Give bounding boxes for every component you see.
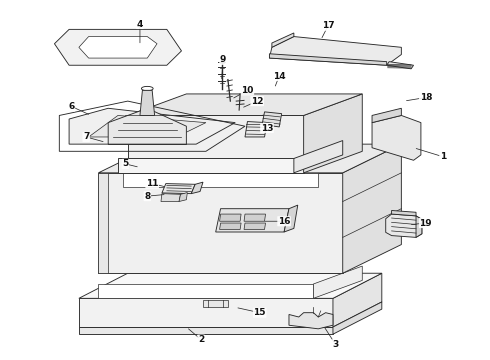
Polygon shape xyxy=(216,209,289,232)
Text: 14: 14 xyxy=(273,72,286,81)
Polygon shape xyxy=(387,62,414,69)
Text: 18: 18 xyxy=(419,93,432,102)
Text: 19: 19 xyxy=(419,219,432,228)
Polygon shape xyxy=(79,327,333,334)
Polygon shape xyxy=(140,90,155,116)
Polygon shape xyxy=(272,33,294,47)
Polygon shape xyxy=(386,214,422,237)
Text: 4: 4 xyxy=(137,19,143,28)
Polygon shape xyxy=(98,284,314,298)
Polygon shape xyxy=(294,140,343,173)
Text: 11: 11 xyxy=(146,179,158,188)
Polygon shape xyxy=(179,193,187,202)
Text: 10: 10 xyxy=(241,86,254,95)
Polygon shape xyxy=(333,302,382,334)
Polygon shape xyxy=(98,173,108,273)
Polygon shape xyxy=(314,266,362,298)
Text: 15: 15 xyxy=(253,308,266,317)
Text: 7: 7 xyxy=(83,132,89,141)
Text: 6: 6 xyxy=(69,102,74,111)
Polygon shape xyxy=(203,300,228,307)
Polygon shape xyxy=(128,116,304,173)
Polygon shape xyxy=(79,298,333,327)
Polygon shape xyxy=(372,108,401,123)
Text: 5: 5 xyxy=(122,159,128,168)
Text: 13: 13 xyxy=(261,123,273,132)
Text: 9: 9 xyxy=(220,55,226,64)
Text: 3: 3 xyxy=(332,340,339,349)
Polygon shape xyxy=(161,194,180,202)
Text: 12: 12 xyxy=(251,96,264,105)
Polygon shape xyxy=(162,184,195,194)
Polygon shape xyxy=(220,223,241,229)
Polygon shape xyxy=(304,94,362,173)
Polygon shape xyxy=(54,30,181,65)
Polygon shape xyxy=(89,116,206,137)
Text: 16: 16 xyxy=(278,217,291,226)
Polygon shape xyxy=(245,122,267,137)
Polygon shape xyxy=(220,214,241,221)
Polygon shape xyxy=(416,216,422,237)
Polygon shape xyxy=(98,173,343,273)
Polygon shape xyxy=(98,144,401,173)
Polygon shape xyxy=(333,273,382,327)
Polygon shape xyxy=(128,94,362,116)
Text: 1: 1 xyxy=(440,152,446,161)
Polygon shape xyxy=(270,37,401,65)
Polygon shape xyxy=(289,313,333,329)
Text: 17: 17 xyxy=(322,21,334,30)
Polygon shape xyxy=(244,223,266,229)
Polygon shape xyxy=(343,144,401,273)
Polygon shape xyxy=(108,108,186,144)
Polygon shape xyxy=(79,37,157,58)
Polygon shape xyxy=(372,116,421,160)
Text: 8: 8 xyxy=(144,192,150,201)
Polygon shape xyxy=(244,214,266,221)
Polygon shape xyxy=(262,112,282,127)
Polygon shape xyxy=(123,173,318,187)
Polygon shape xyxy=(191,182,203,194)
Text: 2: 2 xyxy=(198,335,204,344)
Polygon shape xyxy=(79,273,382,298)
Polygon shape xyxy=(392,211,416,216)
Polygon shape xyxy=(270,54,387,65)
Polygon shape xyxy=(118,158,294,173)
Polygon shape xyxy=(69,108,235,144)
Polygon shape xyxy=(284,205,298,232)
